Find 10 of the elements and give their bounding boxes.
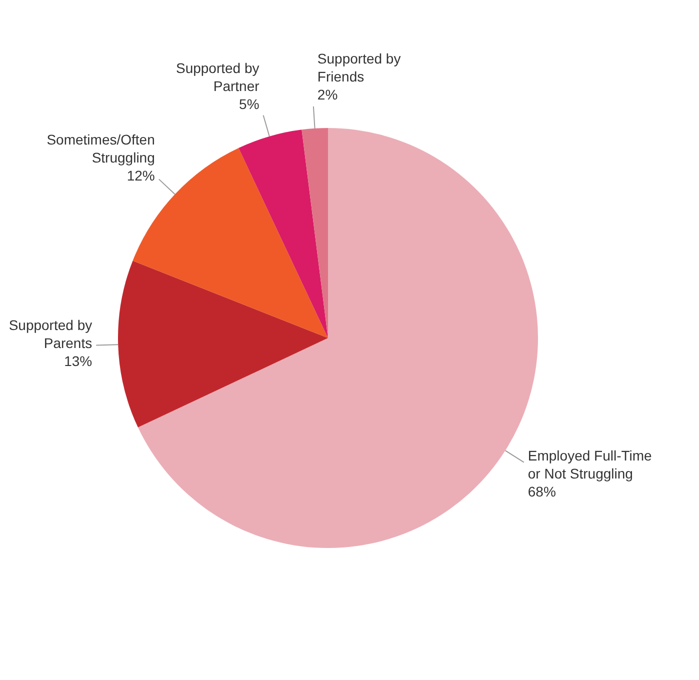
slice-label: Supported by Friends [317, 50, 401, 84]
slice-label: Supported by Partner [176, 60, 260, 94]
data-label: 5% [239, 96, 260, 112]
data-label: 2% [317, 86, 338, 102]
slice-label: Employed Full-Time or Not Struggling [528, 448, 652, 482]
data-label: 12% [126, 168, 155, 184]
data-label: 68% [528, 484, 556, 500]
data-label: 13% [64, 352, 92, 369]
slice-label: Supported by Parents [8, 316, 92, 351]
slice-label: Sometimes/Often Struggling [46, 132, 155, 166]
